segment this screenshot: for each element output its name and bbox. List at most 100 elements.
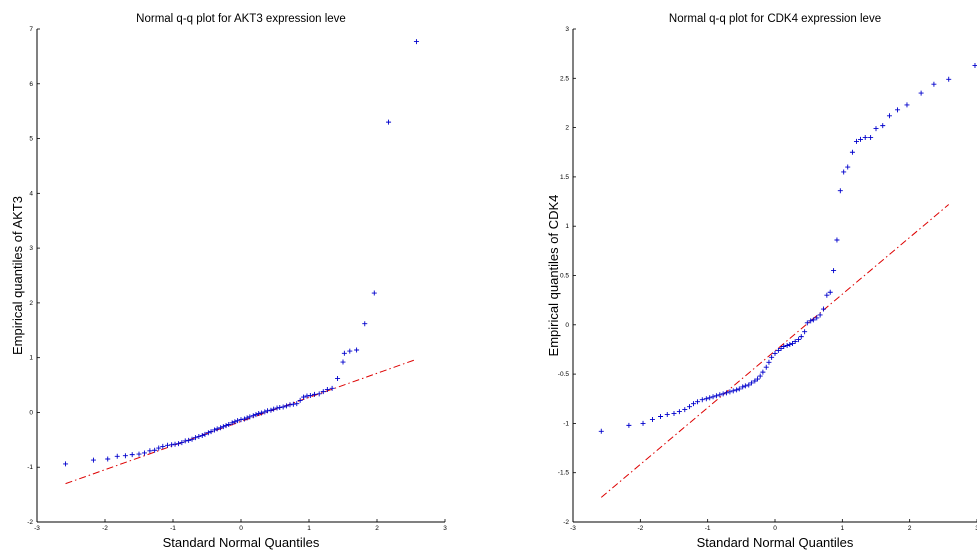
data-point: [202, 431, 208, 437]
data-point: [329, 385, 335, 391]
data-point: [152, 447, 158, 453]
y-tick-label: 2: [565, 125, 569, 132]
data-point: [740, 384, 746, 390]
qq-panel-2: -3-2-10123-2-1.5-1-0.500.511.522.53Norma…: [546, 13, 977, 550]
data-point: [129, 452, 135, 458]
y-tick-label: 2: [29, 300, 33, 307]
data-point: [208, 429, 214, 435]
chart-title: Normal q-q plot for AKT3 expression leve: [136, 13, 346, 25]
data-point: [324, 386, 330, 392]
data-point: [268, 407, 274, 413]
x-tick-label: -2: [102, 525, 108, 532]
data-point: [90, 457, 96, 463]
data-point: [413, 39, 419, 45]
data-point: [796, 337, 802, 343]
data-point: [778, 345, 784, 351]
data-point: [730, 388, 736, 394]
data-point: [808, 318, 814, 324]
data-point: [676, 409, 682, 415]
data-point: [189, 436, 195, 442]
data-point: [241, 416, 247, 422]
data-point: [340, 359, 346, 365]
data-point: [742, 383, 748, 389]
data-point: [827, 289, 833, 295]
data-point: [304, 393, 310, 399]
data-point: [972, 62, 977, 68]
y-tick-label: -2: [27, 519, 33, 526]
data-point: [362, 321, 368, 327]
y-tick-label: 1.5: [560, 174, 569, 181]
data-point: [790, 341, 796, 347]
data-point: [918, 90, 924, 96]
data-point: [814, 315, 820, 321]
data-point: [837, 188, 843, 194]
data-point: [682, 407, 688, 413]
y-tick-label: 0.5: [560, 273, 569, 280]
data-point: [781, 343, 787, 349]
data-point: [784, 343, 790, 349]
data-point: [658, 413, 664, 419]
y-axis-label: Empirical quantiles of AKT3: [10, 196, 25, 355]
data-point: [710, 394, 716, 400]
data-point: [746, 382, 752, 388]
data-point: [858, 136, 864, 142]
data-point: [853, 138, 859, 144]
data-point: [63, 461, 69, 467]
data-point: [757, 373, 763, 379]
data-point: [713, 393, 719, 399]
y-tick-label: 3: [29, 245, 33, 252]
data-point: [301, 394, 307, 400]
data-point: [165, 442, 171, 448]
data-point: [862, 134, 868, 140]
data-point: [218, 425, 224, 431]
data-point: [727, 389, 733, 395]
y-tick-label: -1.5: [558, 470, 570, 477]
data-point: [734, 387, 740, 393]
data-point: [220, 424, 226, 430]
data-point: [640, 420, 646, 426]
y-tick-label: -1: [27, 464, 33, 471]
x-tick-label: 1: [307, 525, 311, 532]
data-point: [804, 320, 810, 326]
data-point: [290, 401, 296, 407]
data-point: [307, 392, 313, 398]
data-point: [817, 312, 823, 318]
data-point: [262, 409, 268, 415]
data-point: [748, 380, 754, 386]
data-point: [868, 134, 874, 140]
data-point: [724, 390, 730, 396]
y-tick-label: 4: [29, 190, 33, 197]
x-tick-label: -2: [637, 525, 643, 532]
data-point: [772, 350, 778, 356]
data-point: [824, 292, 830, 298]
y-tick-label: 7: [29, 26, 33, 33]
data-point: [235, 418, 241, 424]
data-point: [886, 113, 892, 119]
data-point: [895, 107, 901, 113]
data-point: [199, 432, 205, 438]
data-point: [274, 405, 280, 411]
y-tick-label: 0: [565, 322, 569, 329]
data-point: [695, 399, 701, 405]
y-tick-label: 6: [29, 81, 33, 88]
data-point: [386, 119, 392, 125]
x-tick-label: -1: [170, 525, 176, 532]
data-point: [845, 164, 851, 170]
data-point: [792, 339, 798, 345]
data-point: [691, 401, 697, 407]
data-point: [802, 329, 808, 335]
reference-line: [65, 358, 417, 485]
x-tick-label: 2: [908, 525, 912, 532]
data-point: [904, 102, 910, 108]
data-point: [769, 354, 775, 360]
data-point: [192, 435, 198, 441]
x-axis-label: Standard Normal Quantiles: [697, 535, 854, 550]
x-tick-label: 1: [841, 525, 845, 532]
data-point: [849, 149, 855, 155]
x-tick-label: -1: [705, 525, 711, 532]
data-point: [946, 76, 952, 82]
data-point: [179, 440, 185, 446]
data-point: [664, 412, 670, 418]
y-tick-label: -0.5: [558, 371, 570, 378]
